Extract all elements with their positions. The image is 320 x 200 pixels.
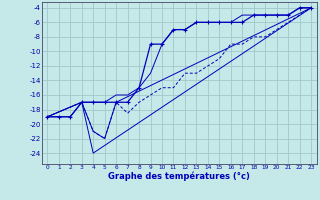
X-axis label: Graphe des températures (°c): Graphe des températures (°c) [108, 171, 250, 181]
